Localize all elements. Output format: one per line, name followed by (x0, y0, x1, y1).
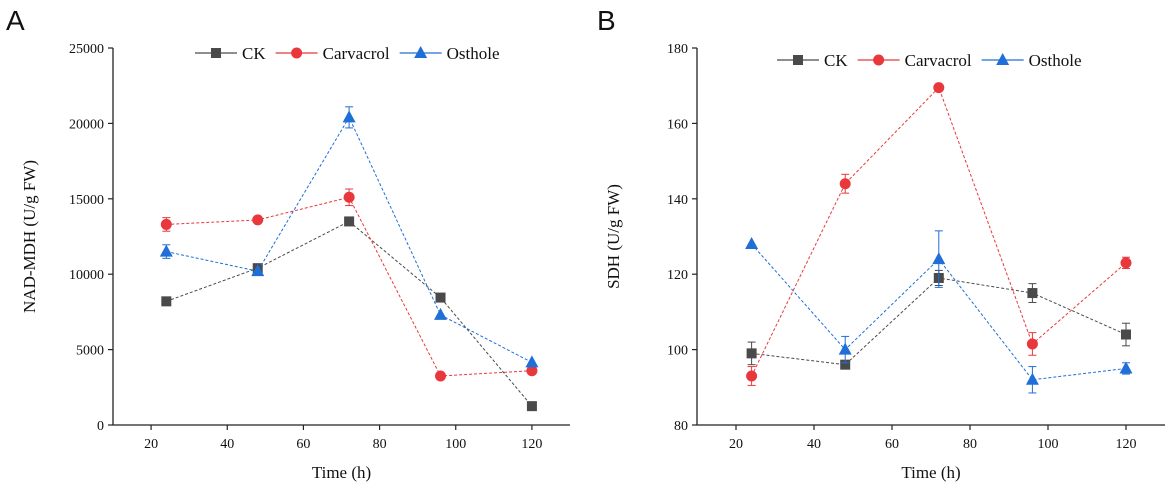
series-carvacrol (746, 82, 1132, 386)
y-tick-label: 160 (667, 117, 688, 132)
x-tick-label: 120 (1116, 437, 1137, 452)
x-tick-label: 80 (373, 437, 387, 452)
series-line-carvacrol (751, 86, 1127, 377)
y-axis-title: SDH (U/g FW) (604, 184, 623, 289)
legend-label-ck: CK (824, 51, 848, 70)
chart-panel-a: A 0 5000 10000 15000 20000 25000 20 40 60 80 100 120… (6, 5, 570, 482)
y-tick-label: 0 (97, 419, 104, 434)
series-line-ck (166, 220, 533, 407)
data-point-ck (840, 359, 851, 370)
data-point-carvacrol (1026, 338, 1038, 350)
x-axis-title: Time (h) (312, 463, 371, 482)
y-tick-label: 80 (674, 419, 688, 434)
data-point-carvacrol (746, 370, 758, 382)
legend-marker-ck (793, 55, 803, 65)
data-point-osthole (525, 355, 539, 368)
data-point-osthole (342, 110, 356, 123)
data-point-ck (1121, 329, 1131, 340)
x-tick-label: 60 (296, 437, 310, 452)
y-tick-label: 10000 (69, 268, 104, 283)
y-tick-label: 120 (667, 268, 688, 283)
data-point-osthole (1025, 372, 1039, 385)
y-axis-title: NAD-MDH (U/g FW) (20, 160, 39, 313)
legend-label-osthole: Osthole (447, 44, 500, 63)
x-tick-label: 120 (521, 437, 542, 452)
data-point-ck (435, 292, 446, 303)
legend-marker-carvacrol (291, 47, 303, 59)
y-tick-label: 25000 (69, 42, 104, 57)
y-tick-label: 180 (667, 42, 688, 57)
x-tick-label: 20 (144, 437, 158, 452)
x-tick-label: 20 (729, 437, 743, 452)
data-point-osthole (434, 307, 448, 320)
data-point-carvacrol (343, 191, 355, 203)
y-tick-label: 140 (667, 193, 688, 208)
data-point-osthole (932, 252, 946, 265)
legend-marker-osthole (996, 53, 1010, 65)
series-osthole (745, 230, 1133, 394)
data-point-ck (526, 401, 537, 412)
legend-label-carvacrol: Carvacrol (323, 44, 390, 63)
x-tick-label: 40 (807, 437, 821, 452)
data-point-osthole (251, 264, 265, 277)
series-ck (161, 216, 537, 412)
x-axis-title: Time (h) (901, 463, 960, 482)
legend-marker-osthole (414, 46, 428, 58)
data-point-ck (161, 296, 172, 307)
x-tick-label: 100 (1038, 437, 1059, 452)
legend-label-carvacrol: Carvacrol (905, 51, 972, 70)
data-point-carvacrol (435, 370, 447, 382)
data-point-carvacrol (160, 218, 172, 230)
data-point-carvacrol (839, 178, 851, 190)
y-tick-label: 100 (667, 344, 688, 359)
series-carvacrol (160, 188, 538, 382)
legend-label-ck: CK (242, 44, 266, 63)
x-tick-label: 60 (885, 437, 899, 452)
series-line-ck (751, 277, 1127, 366)
data-point-osthole (1119, 361, 1133, 374)
legend: CK Carvacrol Osthole (777, 51, 1082, 70)
legend-label-osthole: Osthole (1029, 51, 1082, 70)
x-tick-label: 100 (445, 437, 466, 452)
series-line-osthole (166, 116, 533, 363)
data-point-osthole (159, 244, 173, 257)
y-tick-label: 20000 (69, 117, 104, 132)
data-point-ck (746, 348, 757, 359)
panel-label: B (597, 5, 616, 36)
data-point-ck (1027, 288, 1038, 299)
data-point-osthole (838, 342, 852, 355)
x-tick-label: 40 (220, 437, 234, 452)
panel-label: A (6, 5, 25, 36)
data-point-carvacrol (1120, 257, 1132, 269)
data-point-ck (344, 216, 355, 227)
series-osthole (159, 106, 539, 368)
data-point-osthole (745, 237, 759, 250)
data-point-carvacrol (526, 365, 538, 377)
y-tick-label: 15000 (69, 193, 104, 208)
legend: CK Carvacrol Osthole (195, 44, 500, 63)
data-point-carvacrol (933, 82, 945, 94)
x-tick-label: 80 (963, 437, 977, 452)
legend-marker-ck (211, 48, 221, 58)
data-point-carvacrol (252, 214, 264, 226)
chart-panel-b: B 80 100 120 140 160 180 20 40 60 80 100 120 Time (h)… (597, 5, 1165, 482)
y-tick-label: 5000 (76, 344, 104, 359)
legend-marker-carvacrol (873, 54, 885, 66)
